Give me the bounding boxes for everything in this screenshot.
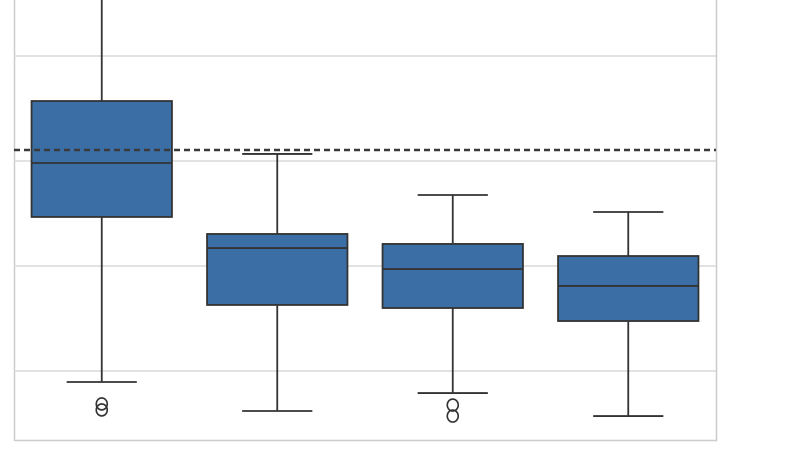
box-iqr xyxy=(30,100,173,218)
outlier-point xyxy=(95,397,109,411)
outlier-point xyxy=(446,409,460,423)
outlier-point xyxy=(95,403,109,417)
outlier-point xyxy=(446,398,460,412)
box-group-4 xyxy=(557,211,700,417)
plot-area xyxy=(13,0,718,442)
box-group-1 xyxy=(30,0,173,417)
box-iqr xyxy=(381,243,524,309)
box-group-3 xyxy=(381,194,524,423)
box-iqr xyxy=(557,255,700,322)
box-group-2 xyxy=(206,153,349,412)
box-iqr xyxy=(206,233,349,306)
